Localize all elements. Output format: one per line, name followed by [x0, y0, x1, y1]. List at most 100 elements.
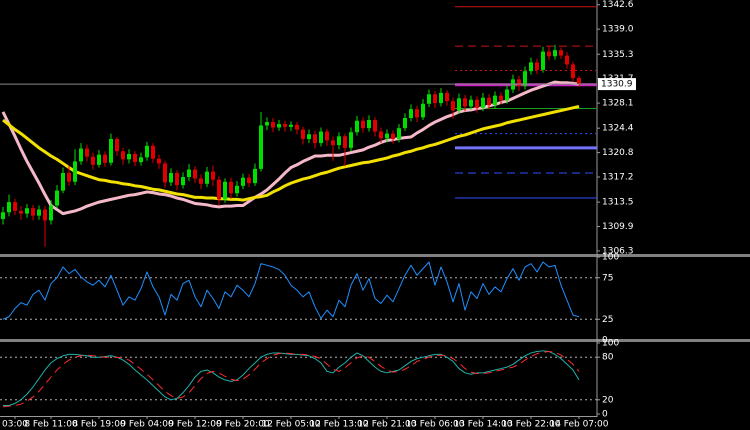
candle-body [505, 89, 509, 101]
candle-body [121, 151, 125, 160]
x-tick-label: 9 Feb 04:00 [120, 420, 174, 430]
candle-body [253, 168, 257, 184]
candle-body [181, 177, 185, 186]
x-tick-label: 8 Feb 11:00 [24, 420, 78, 430]
y-tick-label: 20 [602, 395, 614, 405]
candle-body [85, 148, 89, 157]
candle-body [367, 120, 371, 129]
x-tick-label: 9 Feb 20:00 [216, 420, 270, 430]
candle-body [61, 172, 65, 191]
candle-body [571, 64, 575, 78]
candle-body [577, 77, 581, 85]
candle-body [139, 157, 143, 163]
candle-body [205, 171, 209, 184]
candle-body [403, 118, 407, 129]
candle-body [103, 154, 107, 163]
candle-body [301, 129, 305, 140]
candle-body [373, 120, 377, 132]
y-tick-label: 1306.3 [602, 246, 634, 256]
candle-body [289, 124, 293, 127]
candle-body [355, 120, 359, 133]
y-tick-label: 0 [602, 410, 608, 420]
x-tick-label: 14 Feb 07:00 [549, 420, 608, 430]
y-tick-label: 1328.1 [602, 99, 634, 109]
candle-body [319, 131, 323, 144]
candle-body [31, 208, 35, 216]
x-tick-label: 03:00 [2, 420, 28, 430]
candle-body [463, 98, 467, 107]
candle-body [55, 190, 59, 206]
candle-body [457, 98, 461, 111]
x-tick-label: 13 Feb 14:00 [453, 420, 512, 430]
candle-body [307, 134, 311, 140]
candle-body [223, 181, 227, 200]
candle-body [427, 94, 431, 104]
candle-body [211, 171, 215, 180]
y-tick-label: 100 [602, 339, 619, 349]
x-tick-label: 12 Feb 13:00 [309, 420, 368, 430]
series-line [2, 351, 580, 408]
candle-body [523, 71, 527, 87]
candle-body [283, 124, 287, 127]
candle-body [529, 62, 533, 72]
candle-body [145, 145, 149, 158]
candle-body [247, 177, 251, 184]
candle-body [199, 178, 203, 184]
candle-body [169, 172, 173, 183]
candle-body [391, 133, 395, 140]
candle-body [553, 50, 557, 57]
candle-body [409, 109, 413, 119]
candle-body [379, 131, 383, 139]
candle-body [445, 92, 449, 102]
candle-body [193, 169, 197, 179]
candle-body [517, 79, 521, 87]
candle-body [13, 202, 17, 211]
candle-body [73, 161, 77, 182]
y-tick-label: 1320.8 [602, 148, 634, 158]
candle-body [19, 210, 23, 214]
candle-body [499, 95, 503, 101]
series-line [2, 105, 580, 202]
candle-body [277, 124, 281, 128]
candle-body [97, 154, 101, 165]
panel-separator [0, 339, 750, 342]
candle-body [271, 122, 275, 128]
candle-body [541, 51, 545, 70]
candle-body [475, 99, 479, 108]
y-tick-label: 1324.4 [602, 124, 634, 134]
candle-body [133, 153, 137, 163]
candle-body [433, 94, 437, 104]
candle-body [49, 205, 53, 221]
candle-body [349, 132, 353, 148]
candle-body [265, 122, 269, 126]
y-tick-label: 25 [602, 315, 613, 325]
candle-body [493, 95, 497, 106]
candle-body [43, 209, 47, 221]
candle-body [439, 92, 443, 104]
candle-body [421, 103, 425, 118]
candle-body [487, 97, 491, 106]
candle-body [481, 97, 485, 108]
candle-body [7, 202, 11, 213]
y-tick-label: 1309.9 [602, 222, 634, 232]
candle-body [163, 163, 167, 183]
last-price-label: 1330.9 [601, 80, 633, 90]
candle-body [385, 133, 389, 139]
candle-body [127, 153, 131, 160]
candle-body [1, 212, 5, 220]
x-tick-label: 13 Feb 06:00 [405, 420, 464, 430]
candle-body [241, 177, 245, 186]
x-tick-label: 12 Feb 05:00 [261, 420, 320, 430]
y-tick-label: 1339.0 [602, 25, 634, 35]
candle-body [235, 185, 239, 194]
series-line [2, 261, 580, 320]
candle-body [157, 158, 161, 164]
y-tick-label: 1342.6 [602, 0, 634, 10]
y-tick-label: 0 [602, 336, 608, 346]
candle-body [109, 139, 113, 163]
candle-body [343, 136, 347, 148]
last-price-box [598, 78, 636, 91]
y-tick-label: 1313.5 [602, 198, 634, 208]
candle-body [451, 101, 455, 111]
